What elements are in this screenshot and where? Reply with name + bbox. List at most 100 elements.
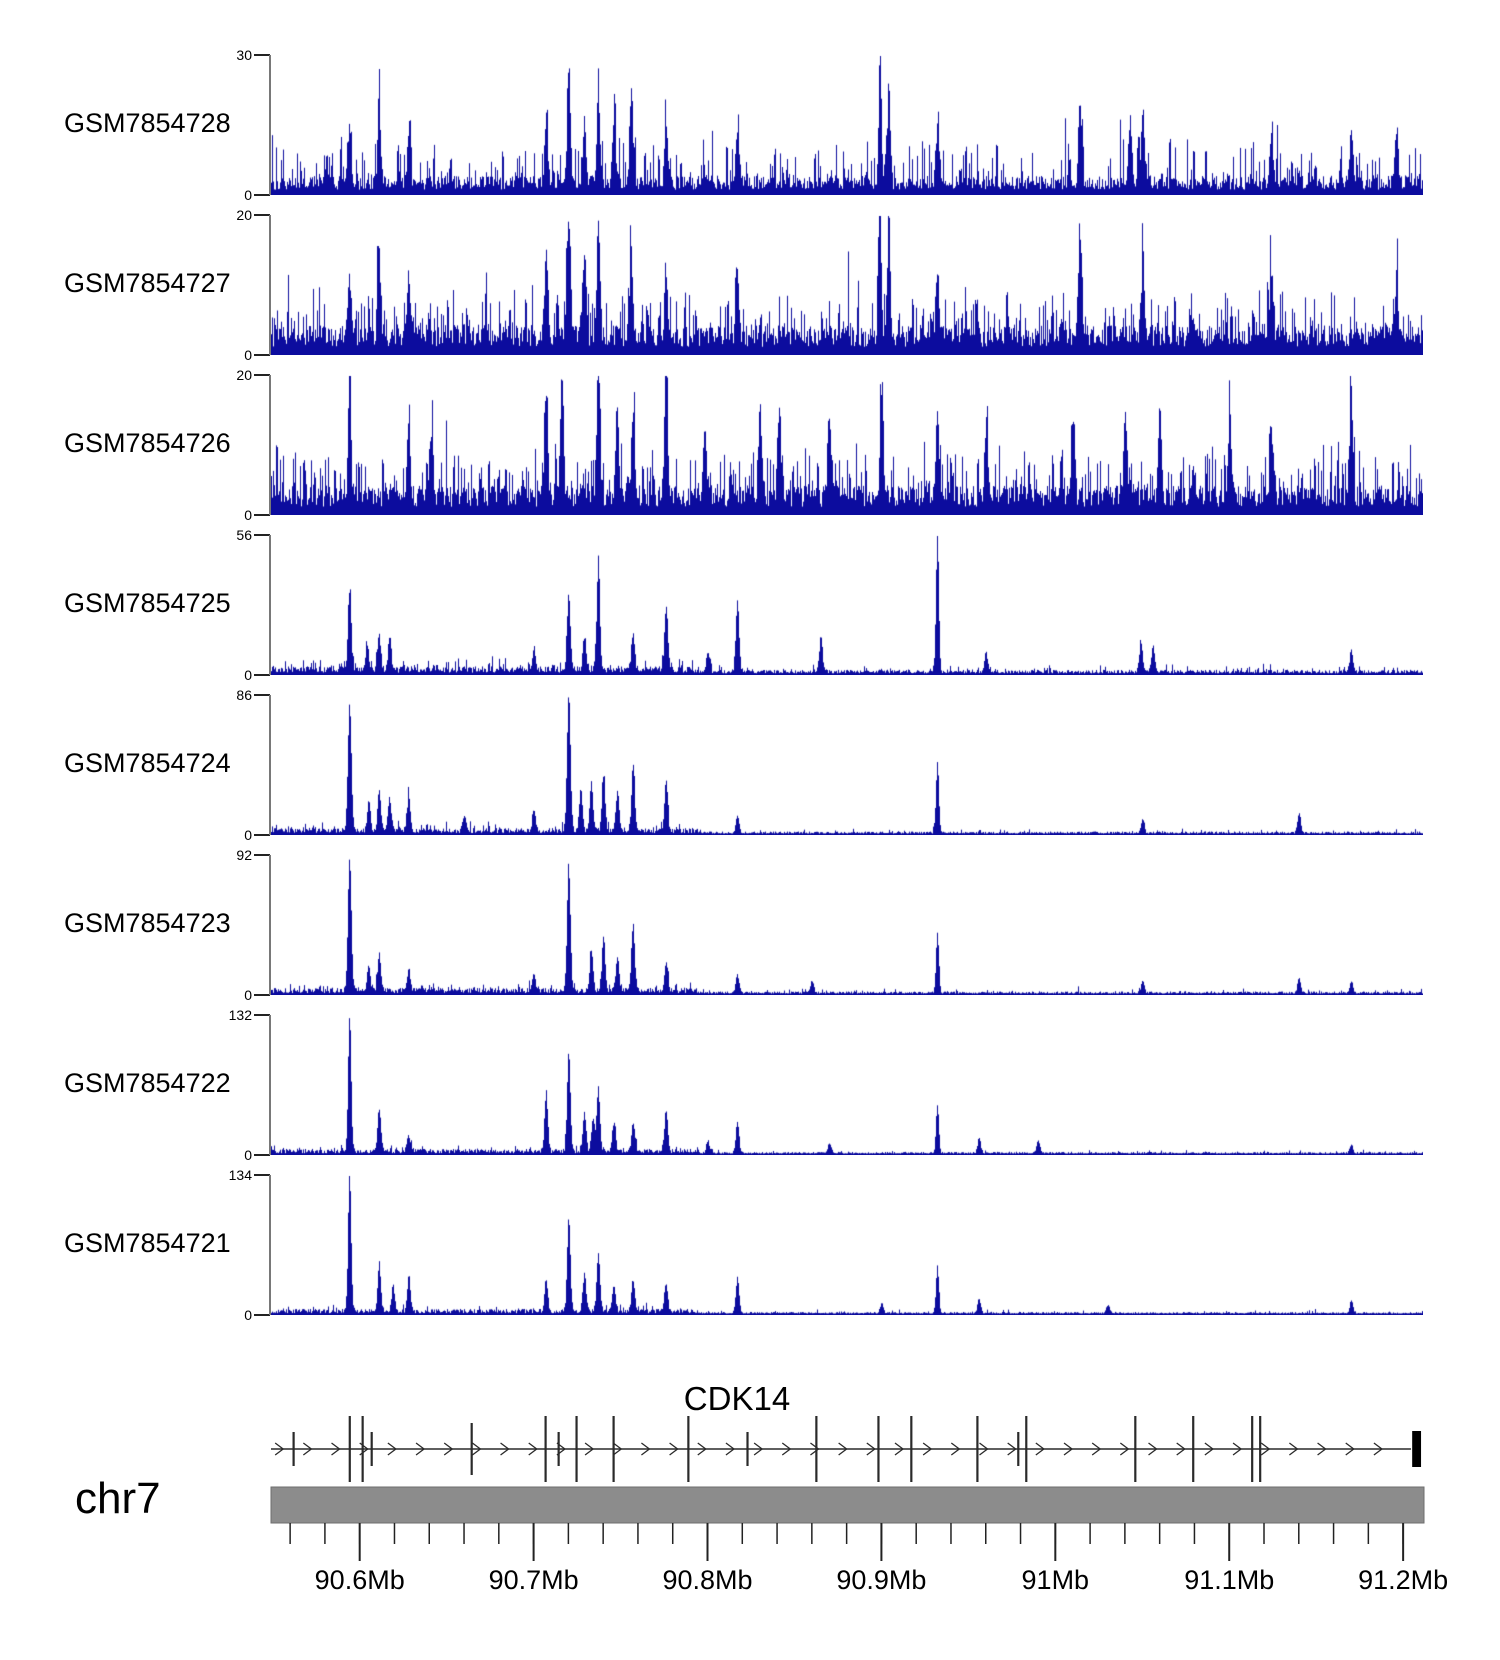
y-axis-top-tick xyxy=(254,214,270,216)
signal-plot xyxy=(271,695,1423,835)
y-axis-line xyxy=(269,1175,271,1315)
strand-arrow-icon xyxy=(838,1442,848,1456)
y-axis-line xyxy=(269,695,271,835)
y-axis-top-tick xyxy=(254,374,270,376)
strand-arrow-icon xyxy=(584,1442,595,1456)
strand-arrow-icon xyxy=(866,1442,876,1456)
y-axis-top-tick xyxy=(254,534,270,536)
track-label: GSM7854722 xyxy=(64,1068,231,1098)
gene-name-label: CDK14 xyxy=(683,1380,791,1417)
track-label: GSM7854728 xyxy=(64,108,231,138)
y-axis-zero-tick xyxy=(254,674,270,676)
ruler-tick-label: 91Mb xyxy=(1022,1565,1090,1595)
strand-arrow-icon xyxy=(894,1442,905,1456)
strand-arrow-icon xyxy=(1148,1442,1158,1456)
strand-arrow-icon xyxy=(781,1442,792,1456)
y-max-label: 132 xyxy=(228,1007,252,1023)
y-max-label: 56 xyxy=(236,527,252,543)
strand-arrow-icon xyxy=(950,1442,961,1456)
strand-arrow-icon xyxy=(528,1442,538,1456)
strand-arrow-icon xyxy=(1317,1442,1327,1456)
strand-arrow-icon xyxy=(387,1442,397,1456)
strand-arrow-icon xyxy=(697,1442,707,1456)
strand-arrow-icon xyxy=(641,1442,651,1456)
y-axis-zero-tick xyxy=(254,1154,270,1156)
y-axis-top-tick xyxy=(254,1014,270,1016)
strand-arrow-icon xyxy=(669,1442,679,1456)
signal-plot xyxy=(271,215,1423,355)
y-max-label: 134 xyxy=(228,1167,252,1183)
strand-arrow-icon xyxy=(1260,1442,1271,1456)
y-zero-label: 0 xyxy=(244,667,252,683)
y-max-label: 92 xyxy=(236,847,252,863)
y-axis-top-tick xyxy=(254,854,270,856)
strand-arrow-icon xyxy=(612,1442,623,1456)
y-axis-zero-tick xyxy=(254,834,270,836)
strand-arrow-icon xyxy=(1373,1442,1383,1456)
strand-arrow-icon xyxy=(1063,1442,1074,1456)
signal-plot xyxy=(271,1175,1423,1315)
y-zero-label: 0 xyxy=(244,1147,252,1163)
y-max-label: 86 xyxy=(236,687,252,703)
y-axis-line xyxy=(269,375,271,515)
strand-arrow-icon xyxy=(1345,1442,1355,1456)
y-axis-line xyxy=(269,55,271,195)
strand-arrow-icon xyxy=(1035,1442,1045,1456)
ruler-tick-label: 91.1Mb xyxy=(1184,1565,1274,1595)
strand-arrow-icon xyxy=(1176,1442,1186,1456)
terminal-exon-box xyxy=(1412,1431,1422,1467)
y-zero-label: 0 xyxy=(244,1307,252,1323)
strand-arrow-icon xyxy=(274,1442,285,1456)
strand-arrow-icon xyxy=(725,1442,736,1456)
chromosome-bar xyxy=(270,1486,1425,1524)
y-axis-line xyxy=(269,535,271,675)
y-axis-top-tick xyxy=(254,1174,270,1176)
track-label: GSM7854723 xyxy=(64,908,231,938)
strand-arrow-icon xyxy=(979,1442,989,1456)
strand-arrow-icon xyxy=(443,1442,454,1456)
y-axis-line xyxy=(269,1015,271,1155)
y-axis-line xyxy=(269,855,271,995)
strand-arrow-icon xyxy=(810,1442,820,1456)
y-axis-zero-tick xyxy=(254,354,270,356)
y-axis-zero-tick xyxy=(254,1314,270,1316)
signal-plot xyxy=(271,535,1423,675)
chromosome-label: chr7 xyxy=(75,1474,161,1523)
y-zero-label: 0 xyxy=(244,827,252,843)
track-label: GSM7854727 xyxy=(64,268,231,298)
strand-arrow-icon xyxy=(922,1442,933,1456)
y-axis-line xyxy=(269,215,271,355)
y-axis-zero-tick xyxy=(254,514,270,516)
y-axis-zero-tick xyxy=(254,994,270,996)
strand-arrow-icon xyxy=(1232,1442,1243,1456)
y-zero-label: 0 xyxy=(244,187,252,203)
track-label: GSM7854726 xyxy=(64,428,231,458)
signal-plot xyxy=(271,55,1423,195)
signal-plot xyxy=(271,855,1423,995)
y-axis-zero-tick xyxy=(254,194,270,196)
ruler-tick-label: 91.2Mb xyxy=(1358,1565,1448,1595)
y-max-label: 30 xyxy=(236,47,252,63)
strand-arrow-icon xyxy=(302,1442,313,1456)
strand-arrow-icon xyxy=(500,1442,510,1456)
strand-arrow-icon xyxy=(1091,1442,1102,1456)
strand-arrow-icon xyxy=(1007,1442,1017,1456)
ruler-tick-label: 90.7Mb xyxy=(489,1565,579,1595)
track-label: GSM7854725 xyxy=(64,588,231,618)
ruler-tick-label: 90.6Mb xyxy=(315,1565,405,1595)
signal-plot xyxy=(271,375,1423,515)
strand-arrow-icon xyxy=(471,1442,482,1456)
strand-arrow-icon xyxy=(1119,1442,1130,1456)
y-zero-label: 0 xyxy=(244,507,252,523)
y-zero-label: 0 xyxy=(244,347,252,363)
strand-arrow-icon xyxy=(1204,1442,1214,1456)
y-max-label: 20 xyxy=(236,207,252,223)
y-zero-label: 0 xyxy=(244,987,252,1003)
track-label: GSM7854721 xyxy=(64,1228,231,1258)
track-label: GSM7854724 xyxy=(64,748,231,778)
signal-plot xyxy=(271,1015,1423,1155)
ruler-tick-label: 90.9Mb xyxy=(836,1565,926,1595)
ruler-tick-label: 90.8Mb xyxy=(662,1565,752,1595)
strand-arrow-icon xyxy=(331,1442,341,1456)
y-max-label: 20 xyxy=(236,367,252,383)
